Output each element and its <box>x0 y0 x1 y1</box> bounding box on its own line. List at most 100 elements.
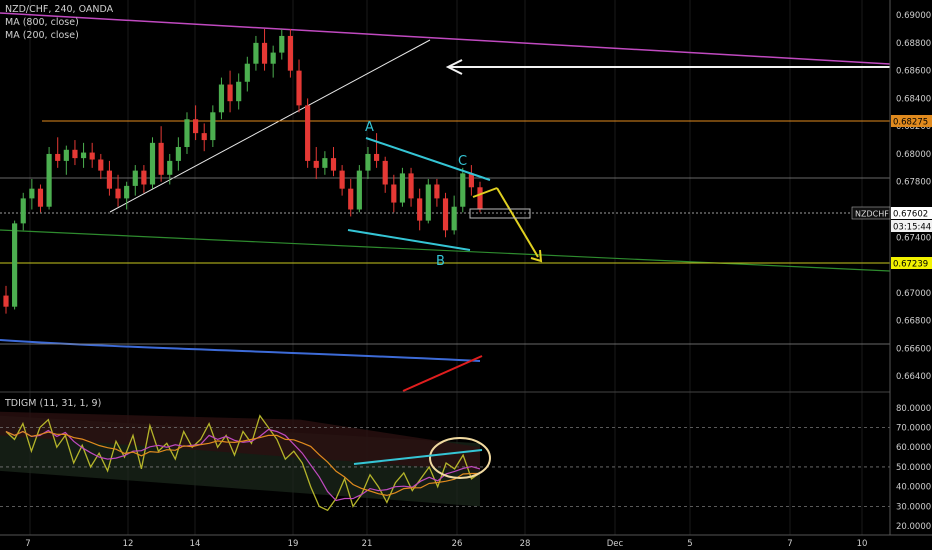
candle-body <box>287 35 293 71</box>
candle-body <box>184 119 190 148</box>
oscillator-tick-label: 70.0000 <box>896 424 931 434</box>
price-tick-label: 0.68000 <box>896 150 931 160</box>
candle-body <box>80 152 87 159</box>
candle-body <box>356 170 362 210</box>
candle-body <box>193 119 199 134</box>
price-tick-label: 0.67000 <box>896 289 931 299</box>
candle-body <box>141 170 147 185</box>
candle-body <box>365 153 371 171</box>
candle-body <box>98 159 104 171</box>
candle-body <box>63 149 69 161</box>
candle-body <box>167 160 173 175</box>
resistance-price-text: 0.68275 <box>893 118 928 128</box>
candle-body <box>253 42 259 64</box>
oscillator-tick-label: 50.0000 <box>896 463 931 473</box>
candle-body <box>201 133 207 141</box>
ma200-line <box>0 339 481 362</box>
candle-body <box>132 170 138 186</box>
symbol-title: NZD/CHF, 240, OANDA <box>5 4 114 15</box>
candle-body <box>373 153 380 161</box>
symbol-badge: NZDCHF <box>851 206 891 220</box>
forecast-line-1 <box>472 187 498 198</box>
candle-body <box>477 187 483 210</box>
candle-body <box>451 206 457 231</box>
ma800-line <box>0 12 891 65</box>
indicator-legend: TDIGM (11, 31, 1, 9) <box>5 398 102 409</box>
time-tick-label: 28 <box>520 539 531 549</box>
time-axis: 7 12 14 19 21 26 28 Dec 5 7 10 <box>25 539 867 549</box>
current-price-badge: 0.67602 <box>891 207 932 220</box>
price-selection-box <box>469 208 531 219</box>
time-tick-label: 12 <box>123 539 134 549</box>
candle-body <box>382 160 388 185</box>
candle-body <box>322 158 328 168</box>
candle-body <box>158 142 164 175</box>
candle-body <box>236 81 242 102</box>
oscillator-highlight-circle <box>429 437 491 479</box>
candle-body <box>442 198 449 231</box>
oscillator-divergence-line <box>353 449 483 465</box>
candle-body <box>55 153 61 161</box>
support-price-badge: 0.67239 <box>891 257 932 270</box>
candle-body <box>210 112 216 141</box>
current-price-text: 0.67602 <box>893 210 928 220</box>
price-tick-label: 0.67400 <box>896 233 931 243</box>
candle-body <box>417 198 423 221</box>
pattern-label-a: A <box>365 120 374 135</box>
candle-body <box>261 42 268 64</box>
symbol-badge-text: NZDCHF <box>855 210 889 219</box>
pattern-line-ac <box>365 137 491 181</box>
candle-body <box>218 84 225 113</box>
forecast-arrow-head <box>530 249 543 263</box>
time-tick-label: 21 <box>362 539 373 549</box>
forecast-line-2 <box>496 187 539 258</box>
time-tick-label: 14 <box>190 539 201 549</box>
grid <box>29 0 863 535</box>
price-axis: 0.69000 0.68800 0.68600 0.68400 0.68200 0.680… <box>896 11 931 382</box>
pattern-label-c: C <box>458 154 467 169</box>
price-tick-label: 0.68400 <box>896 94 931 104</box>
candle-body <box>20 198 26 224</box>
white-arrow-head <box>445 59 463 75</box>
candle-body <box>149 142 156 185</box>
candle-body <box>330 158 337 171</box>
oscillator-tick-label: 60.0000 <box>896 443 931 453</box>
candle-body <box>244 63 250 82</box>
candle-body <box>425 184 431 221</box>
time-tick-label: 7 <box>25 539 30 549</box>
price-tick-label: 0.66600 <box>896 344 931 354</box>
candle-body <box>115 188 121 199</box>
rising-trendline <box>109 39 431 213</box>
candle-body <box>89 152 95 160</box>
candle-body <box>296 70 302 106</box>
candle-body <box>12 223 18 307</box>
ma200-legend: MA (200, close) <box>5 30 79 41</box>
candle-body <box>46 153 52 207</box>
red-rising-line <box>402 355 483 392</box>
candle-body <box>434 184 440 199</box>
price-tick-label: 0.67800 <box>896 178 931 188</box>
time-tick-label: 10 <box>857 539 868 549</box>
candle-body <box>468 173 474 188</box>
ma800-legend: MA (800, close) <box>5 17 79 28</box>
pattern-line-b <box>347 229 471 251</box>
time-tick-label: 5 <box>687 539 692 549</box>
green-trendline <box>0 229 891 272</box>
oscillator-tick-label: 30.0000 <box>896 502 931 512</box>
time-tick-label: Dec <box>607 539 624 549</box>
time-tick-label: 19 <box>288 539 299 549</box>
candle-body <box>348 188 354 210</box>
pattern-label-b: B <box>436 254 445 269</box>
candles-group <box>3 28 483 314</box>
candle-body <box>313 160 319 168</box>
countdown-text: 03:15:44 <box>893 223 931 233</box>
candle-body <box>270 52 276 64</box>
candle-body <box>175 147 181 161</box>
oscillator-signal-line <box>5 430 480 497</box>
candle-body <box>29 188 35 199</box>
candle-body <box>3 295 9 307</box>
candle-body <box>124 185 130 199</box>
candle-body <box>399 173 406 203</box>
price-tick-label: 0.69000 <box>896 11 931 21</box>
